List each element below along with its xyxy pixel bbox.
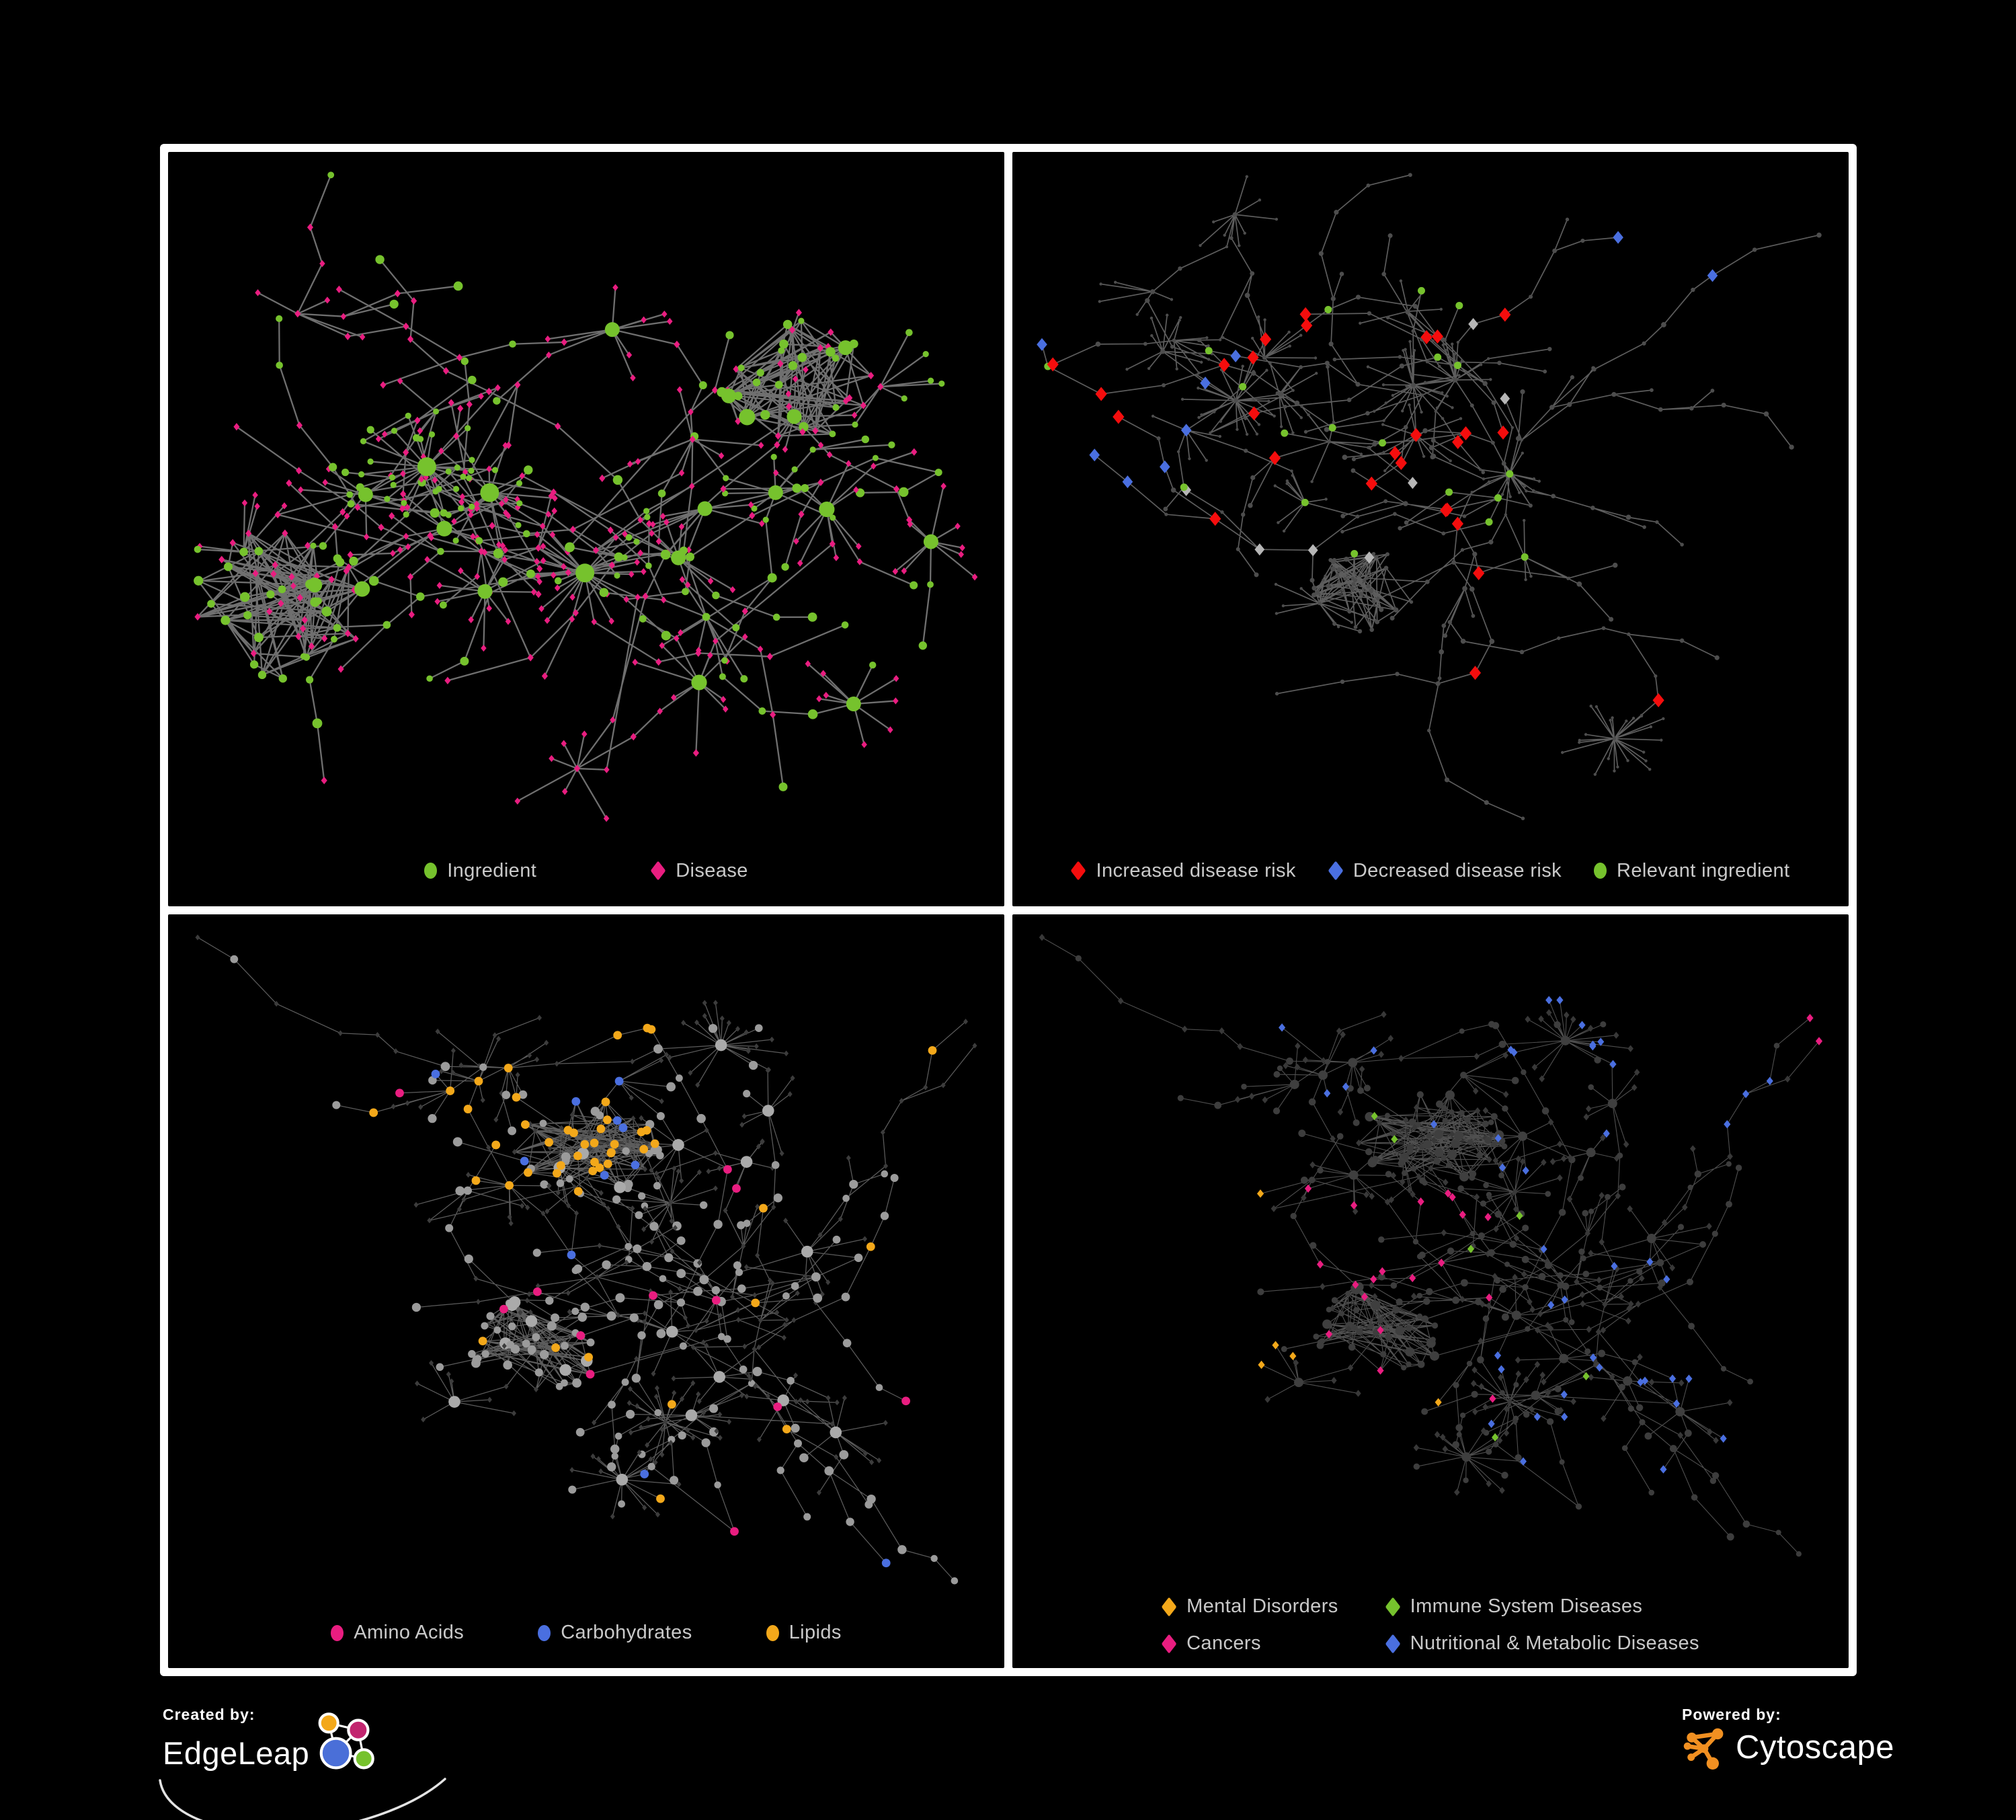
cytoscape-icon <box>1683 1728 1724 1770</box>
diamond-glyph-icon <box>1328 861 1344 881</box>
legend-label: Relevant ingredient <box>1617 859 1790 881</box>
legend-item: Ingredient <box>424 860 536 882</box>
nutrient-class-network-graph <box>195 934 977 1585</box>
legend-item: Increased disease risk <box>1071 860 1295 882</box>
diamond-glyph-icon <box>1385 1596 1400 1617</box>
legend-label: Immune System Diseases <box>1410 1595 1643 1617</box>
legend-item: Disease <box>650 859 748 882</box>
diamond-glyph-icon <box>1385 1633 1400 1654</box>
legend-item: Lipids <box>766 1622 842 1644</box>
legend-item: Carbohydrates <box>538 1622 692 1644</box>
circle-glyph-icon <box>538 1624 551 1641</box>
panel-disease-classes: Mental Disorders Immune System Diseases Ca… <box>1012 914 1849 1668</box>
diamond-glyph-icon <box>1161 1596 1177 1617</box>
ingredient-disease-network-graph <box>194 171 978 822</box>
powered-by-label: Powered by: <box>1682 1706 1781 1723</box>
legend-label: Decreased disease risk <box>1353 859 1562 881</box>
panel-ingredient-disease: Ingredient Disease <box>168 152 1004 906</box>
legend-item: Relevant ingredient <box>1594 860 1789 882</box>
legend-label: Nutritional & Metabolic Diseases <box>1410 1632 1699 1654</box>
disease-class-network-graph <box>1039 933 1823 1556</box>
legend-label: Cancers <box>1186 1632 1261 1654</box>
circle-glyph-icon <box>424 863 438 879</box>
created-by-label: Created by: <box>163 1706 255 1723</box>
legend-label: Lipids <box>789 1622 842 1643</box>
panel-nutrient-classes: Amino Acids Carbohydrates Lipids <box>168 914 1004 1668</box>
diamond-glyph-icon <box>1161 1633 1177 1654</box>
legend-item: Decreased disease risk <box>1328 860 1562 882</box>
cytoscape-logo: Powered by: Cytoscape <box>1682 1706 1894 1770</box>
legend-ingredient-disease: Ingredient Disease <box>168 860 1004 882</box>
legend-label: Increased disease risk <box>1096 859 1296 881</box>
panel-disease-risk: Increased disease risk Decreased disease … <box>1012 152 1849 906</box>
legend-item: Nutritional & Metabolic Diseases <box>1385 1632 1699 1655</box>
legend-label: Mental Disorders <box>1186 1595 1338 1617</box>
circle-glyph-icon <box>766 1624 779 1641</box>
legend-disease-classes: Mental Disorders Immune System Diseases Ca… <box>1161 1595 1699 1655</box>
edgeleap-wordmark: EdgeLeap <box>163 1735 310 1771</box>
legend-item: Cancers <box>1161 1632 1261 1655</box>
edgeleap-network-icon <box>318 1712 375 1770</box>
circle-glyph-icon <box>1594 863 1607 879</box>
edgeleap-swoosh-icon <box>159 1778 446 1820</box>
cytoscape-wordmark: Cytoscape <box>1736 1729 1895 1766</box>
legend-label: Ingredient <box>447 859 537 881</box>
footer: Created by: EdgeLeap Powered by: <box>0 1676 2016 1820</box>
legend-item: Amino Acids <box>331 1622 464 1644</box>
circle-glyph-icon <box>331 1624 344 1641</box>
panel-grid: Ingredient Disease Increased disease risk… <box>160 144 1857 1676</box>
diamond-glyph-icon <box>1071 861 1086 881</box>
legend-label: Amino Acids <box>354 1622 465 1643</box>
legend-nutrient-classes: Amino Acids Carbohydrates Lipids <box>168 1622 1004 1644</box>
legend-label: Carbohydrates <box>561 1622 692 1643</box>
legend-item: Immune System Diseases <box>1385 1595 1643 1618</box>
disease-risk-network-graph <box>1037 173 1822 820</box>
legend-label: Disease <box>676 859 748 881</box>
legend-item: Mental Disorders <box>1161 1595 1338 1618</box>
edgeleap-logo: Created by: EdgeLeap <box>159 1706 472 1820</box>
legend-disease-risk: Increased disease risk Decreased disease … <box>1012 860 1849 882</box>
diamond-glyph-icon <box>650 861 666 881</box>
